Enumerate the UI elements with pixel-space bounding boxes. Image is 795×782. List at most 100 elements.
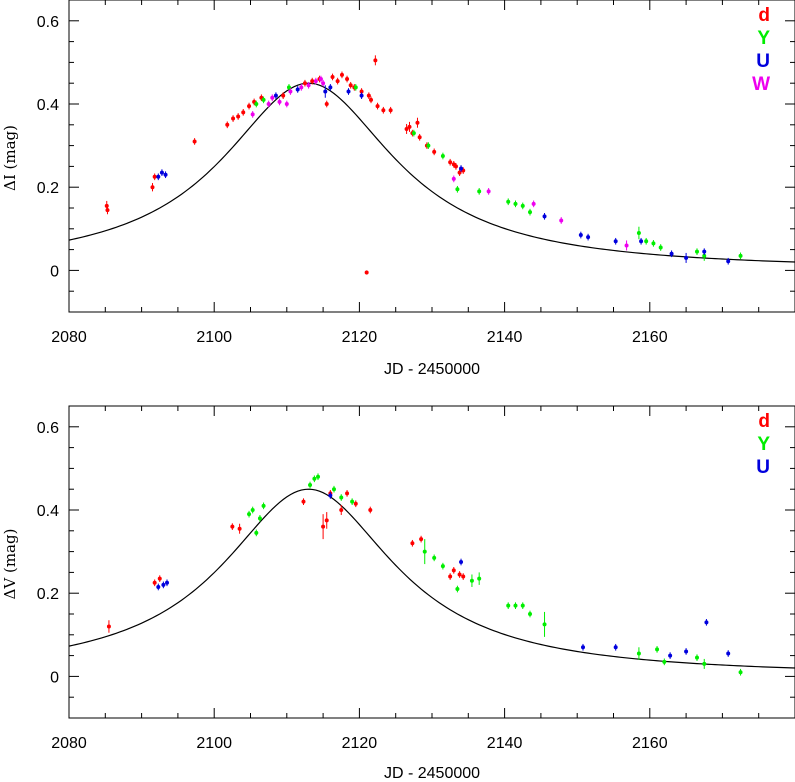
x-tick-label: 2160 (632, 735, 668, 752)
data-point-d (373, 58, 378, 63)
legend-entry-W: W (752, 74, 770, 95)
data-point-Y (644, 239, 649, 244)
data-point-U (704, 620, 709, 625)
data-point-d (345, 491, 350, 496)
data-point-d (157, 576, 162, 581)
data-point-Y (651, 241, 656, 246)
data-point-U (328, 85, 333, 90)
axis-tick-labels: 2080 2100 2120 2140 2160 0 0.2 0.4 0.6 (37, 420, 668, 752)
data-point-d (348, 83, 353, 88)
data-point-Y (455, 187, 460, 192)
data-point-d (410, 541, 415, 546)
data-point-U (684, 649, 689, 654)
x-tick-label: 2120 (342, 329, 378, 346)
data-point-Y (350, 499, 355, 504)
data-point-d (417, 135, 422, 140)
data-point-Y (411, 131, 416, 136)
data-point-d (236, 114, 241, 119)
data-point-d (150, 185, 155, 190)
delta-v-panel: 2080 2100 2120 2140 2160 0 0.2 0.4 0.6 dYU JD - … (1, 405, 795, 782)
data-point-d (419, 537, 424, 542)
data-point-d (335, 79, 340, 84)
data-point-Y (247, 512, 252, 517)
data-point-U (156, 174, 161, 179)
data-point-Y (662, 659, 667, 664)
data-point-W (284, 102, 289, 106)
data-point-W (277, 99, 282, 104)
data-point-Y (694, 249, 699, 254)
data-point-d (225, 122, 230, 127)
data-point-U (328, 493, 333, 498)
data-point-Y (312, 476, 317, 481)
data-point-Y (520, 603, 525, 608)
data-point-Y (702, 661, 707, 666)
data-point-d (106, 624, 111, 629)
legend-entry-Y: Y (757, 28, 770, 49)
data-point-U (613, 645, 618, 650)
data-point-Y (520, 203, 525, 208)
data-point-Y (422, 549, 427, 554)
data-point-d (301, 499, 306, 504)
x-axis-title: JD - 2450000 (384, 765, 480, 782)
data-point-Y (254, 530, 259, 535)
data-point-Y (636, 230, 641, 235)
data-point-Y (542, 622, 547, 627)
data-point-U (613, 239, 618, 244)
data-point-d (448, 574, 453, 579)
data-point-d (104, 203, 109, 208)
data-point-W (299, 85, 304, 90)
legend-entry-U: U (756, 51, 770, 72)
data-point-W (624, 243, 629, 248)
data-point-d (330, 74, 335, 79)
data-point-Y (254, 102, 259, 106)
data-point-Y (528, 612, 533, 616)
y-axis-title: ΔV (mag) (1, 529, 19, 600)
data-point-W (451, 176, 456, 181)
data-point-d (448, 160, 453, 165)
data-point-W (486, 189, 491, 194)
data-point-W (321, 81, 326, 86)
data-point-d (375, 104, 380, 109)
data-point-Y (506, 603, 511, 608)
y-tick-label: 0 (50, 263, 59, 280)
y-tick-label: 0.6 (37, 420, 59, 437)
data-point-d (339, 72, 344, 77)
data-point-d (321, 524, 326, 529)
y-axis-title: ΔI (mag) (1, 125, 19, 191)
data-point-Y (658, 245, 663, 250)
model-curve (68, 82, 795, 263)
y-tick-label: 0.2 (37, 180, 59, 197)
data-point-d (453, 164, 458, 169)
data-point-d (192, 139, 197, 144)
y-tick-label: 0.6 (37, 14, 59, 31)
data-point-Y (316, 474, 321, 479)
data-point-d (381, 108, 386, 113)
x-tick-label: 2100 (196, 735, 232, 752)
data-point-Y (440, 564, 445, 569)
axis-tick-labels: 2080 2100 2120 2140 2160 0 0.2 0.4 0.6 (37, 14, 668, 346)
x-axis-title: JD - 2450000 (384, 361, 480, 378)
data-point-W (266, 102, 271, 106)
data-point-W (288, 89, 293, 94)
data-point-W (318, 77, 323, 82)
data-point-Y (455, 587, 460, 592)
data-point-U (346, 89, 351, 94)
data-point-Y (694, 655, 699, 660)
data-point-d (152, 580, 157, 585)
legend-entry-d: d (758, 411, 770, 432)
data-point-U (459, 560, 464, 564)
data-point-Y (655, 647, 660, 652)
data-point-U (581, 645, 586, 650)
axis-ticks (68, 0, 795, 313)
model-curve-line (68, 82, 795, 263)
data-point-U (586, 235, 591, 240)
data-point-Y (257, 516, 262, 521)
data-point-d (451, 568, 456, 573)
data-point-U (669, 251, 674, 256)
legend: dYU (756, 411, 770, 478)
data-point-U (542, 214, 547, 219)
data-points (104, 55, 743, 275)
data-point-d (368, 508, 373, 512)
